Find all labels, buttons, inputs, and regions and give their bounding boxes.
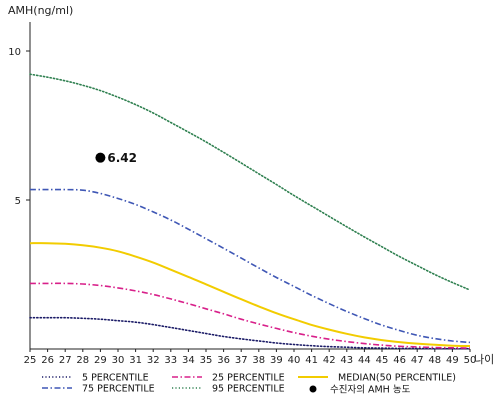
x-tick-label: 35 [200,355,213,366]
y-tick-label: 5 [15,196,21,207]
legend-label-0: 5 PERCENTILE [82,373,149,384]
x-tick-label: 42 [323,355,336,366]
series-line-0 [29,316,471,350]
x-tick-label: 26 [41,355,54,366]
legend-point-marker [309,385,317,393]
x-tick-label: 34 [182,355,195,366]
x-tick-label: 40 [288,355,301,366]
x-tick-label: 46 [393,355,406,366]
x-axis-label: 나이 [474,353,494,366]
data-points: 6.42 [95,151,137,165]
x-tick-label: 48 [428,355,441,366]
x-tick-label: 27 [59,355,72,366]
legend-label-3: 75 PERCENTILE [82,384,155,395]
series-line-1 [30,282,471,349]
legend-label-4: 95 PERCENTILE [212,384,285,395]
x-tick-label: 37 [235,355,248,366]
x-tick-label: 31 [129,355,142,366]
x-tick-label: 47 [411,355,424,366]
x-tick-label: 38 [252,355,265,366]
series-line-3 [30,188,471,344]
x-tick-label: 50 [464,355,477,366]
x-tick-label: 30 [112,355,125,366]
x-tick-label: 44 [358,355,371,366]
series-lines [29,73,471,350]
x-tick-label: 28 [76,355,89,366]
x-tick-label: 43 [340,355,353,366]
x-tick-label: 41 [305,355,318,366]
x-tick-label: 32 [147,355,160,366]
y-axis-label: AMH(ng/ml) [8,4,73,17]
x-tick-label: 36 [217,355,230,366]
y-ticks: 5 10 [8,47,30,207]
series-line-2 [29,242,471,347]
legend-point-label: 수진자의 AMH 농도 [330,385,411,396]
x-tick-label: 25 [24,355,37,366]
patient-point-0 [95,152,106,163]
legend-label-1: 25 PERCENTILE [212,373,285,384]
x-tick-label: 45 [376,355,389,366]
legend-label-2: MEDIAN(50 PERCENTILE) [338,373,456,384]
x-tick-label: 29 [94,355,107,366]
legend: 5 PERCENTILE 25 PERCENTILE MEDIAN(50 PERCE… [42,373,456,396]
x-tick-label: 49 [446,355,459,366]
series-line-4 [29,73,471,291]
x-tick-label: 33 [164,355,177,366]
y-tick-label: 10 [8,47,21,58]
x-ticks: 25 26 27 28 29 30 31 32 33 34 35 36 37 38 39 40 41 42 43 44… [24,349,477,366]
x-tick-label: 39 [270,355,283,366]
patient-point-label: 6.42 [107,151,137,165]
